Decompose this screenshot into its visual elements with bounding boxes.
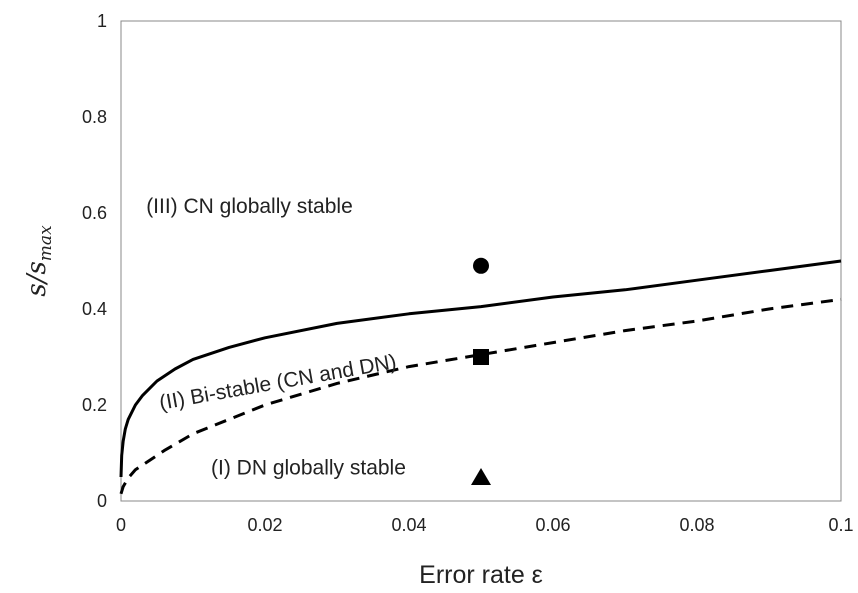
dashed-boundary-line: [119, 297, 842, 495]
x-tick-label: 0: [116, 515, 126, 535]
y-tick-label: 1: [97, 11, 107, 31]
y-tick-label: 0: [97, 491, 107, 511]
y-axis-label-main: s/s: [22, 261, 52, 296]
x-tick-label: 0.06: [535, 515, 570, 535]
markers-layer: [471, 257, 491, 485]
lines-layer: [119, 259, 842, 495]
region-annotation: (I) DN globally stable: [211, 457, 406, 480]
x-tick-label: 0.1: [828, 515, 853, 535]
circle-marker: [473, 257, 489, 274]
x-tick-label: 0.08: [679, 515, 714, 535]
y-tick-label: 0.4: [82, 299, 107, 319]
y-tick-label: 0.6: [82, 203, 107, 223]
region-annotation: (III) CN globally stable: [146, 195, 353, 218]
x-axis-ticks: 0 0.02 0.04 0.06 0.08 0.1: [116, 515, 854, 535]
y-axis-label-subscript: max: [36, 225, 56, 261]
triangle-marker: [471, 468, 491, 485]
solid-boundary-line: [119, 259, 842, 478]
square-marker: [473, 349, 489, 365]
x-tick-label: 0.02: [247, 515, 282, 535]
y-axis-ticks: 0 0.2 0.4 0.6 0.8 1: [82, 11, 107, 511]
x-axis-label: Error rate ε: [419, 561, 543, 589]
x-tick-label: 0.04: [391, 515, 426, 535]
y-tick-label: 0.8: [82, 107, 107, 127]
y-tick-label: 0.2: [82, 395, 107, 415]
y-axis-label: s/smax: [22, 225, 56, 297]
